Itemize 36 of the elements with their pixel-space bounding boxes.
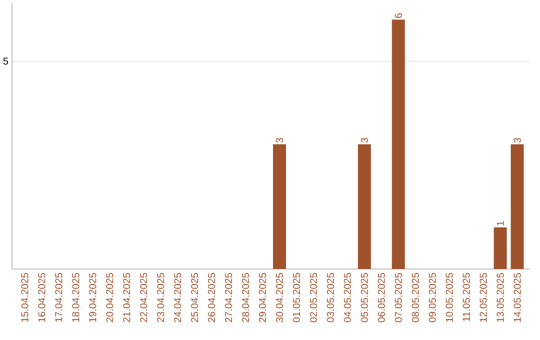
y-tick-label: 5: [3, 58, 8, 65]
data-label: 1: [496, 221, 504, 226]
x-tick-label: 03.05.2025: [326, 272, 334, 322]
x-tick-label: 21.04.2025: [123, 272, 130, 322]
x-tick-label: 05.05.2025: [360, 272, 368, 322]
x-tick-label: 29.04.2025: [258, 272, 266, 322]
x-tick-label: 16.04.2025: [38, 272, 46, 322]
x-tick-label: 28.04.2025: [242, 272, 250, 322]
x-tick-label: 17.04.2025: [55, 272, 62, 322]
x-tick-label: 23.04.2025: [157, 272, 164, 322]
x-tick-label: 12.05.2025: [480, 272, 487, 322]
data-label: 3: [360, 138, 368, 143]
x-tick-label: 26.04.2025: [208, 272, 216, 322]
x-tick-label: 22.04.2025: [140, 272, 148, 322]
x-tick-label: 07.05.2025: [394, 272, 402, 322]
x-tick-label: 01.05.2025: [292, 272, 300, 322]
data-label: 3: [514, 138, 521, 143]
x-tick-label: 08.05.2025: [412, 272, 419, 322]
x-tick-label: 30.04.2025: [276, 272, 284, 322]
x-tick-label: 25.04.2025: [191, 272, 198, 322]
x-tick-label: 04.05.2025: [344, 272, 351, 322]
x-tick-label: 18.04.2025: [72, 272, 80, 322]
x-tick-label: 06.05.2025: [378, 272, 385, 322]
x-tick-label: 09.05.2025: [428, 272, 436, 322]
x-tick-label: 02.05.2025: [310, 272, 317, 322]
data-label: 6: [394, 13, 402, 18]
x-tick-label: 27.04.2025: [225, 272, 232, 322]
x-tick-label: 24.04.2025: [174, 272, 182, 322]
x-tick-label: 10.05.2025: [446, 272, 453, 322]
x-tick-label: 11.05.2025: [462, 272, 470, 322]
x-tick-label: 19.04.2025: [89, 272, 96, 322]
x-tick-label: 13.05.2025: [496, 272, 504, 322]
x-tick-label: 15.04.2025: [21, 272, 28, 322]
data-label: 3: [276, 138, 284, 143]
x-tick-label: 14.05.2025: [514, 272, 521, 322]
x-tick-label: 20.04.2025: [106, 272, 114, 322]
